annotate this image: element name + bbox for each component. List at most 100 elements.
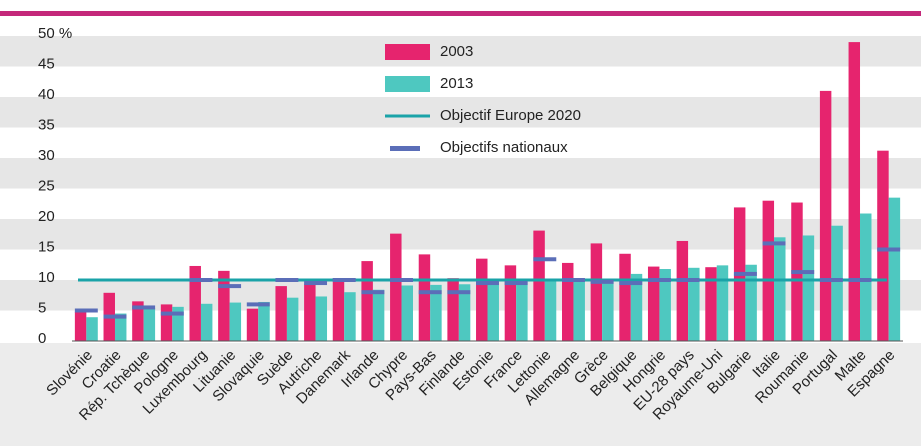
target-marker xyxy=(877,247,901,252)
bar xyxy=(630,273,643,341)
legend-swatch xyxy=(385,76,430,92)
bar xyxy=(562,262,574,341)
target-marker xyxy=(418,290,442,295)
legend-label: Objectifs nationaux xyxy=(440,139,568,156)
legend-label: Objectif Europe 2020 xyxy=(440,107,581,124)
top-margin xyxy=(0,0,921,5)
target-marker xyxy=(619,281,643,286)
bar xyxy=(888,197,901,341)
legend-swatch xyxy=(390,146,420,151)
bar xyxy=(372,289,385,341)
target-marker xyxy=(504,281,528,286)
bar xyxy=(315,296,328,341)
bar xyxy=(659,269,671,341)
bar xyxy=(877,150,889,341)
y-tick-label: 35 xyxy=(38,116,55,133)
bar xyxy=(802,235,815,341)
grid-band xyxy=(0,36,921,67)
bar xyxy=(218,270,230,341)
bar xyxy=(504,265,517,341)
bar xyxy=(745,264,757,341)
bar xyxy=(676,240,689,341)
target-marker xyxy=(332,278,356,282)
bar xyxy=(602,279,614,341)
target-marker xyxy=(390,278,413,282)
y-tick-label: 0 xyxy=(38,330,46,347)
y-tick-label: 25 xyxy=(38,177,55,194)
y-tick-label: 5 xyxy=(38,299,46,316)
bar xyxy=(114,313,127,341)
legend-swatch xyxy=(385,44,430,60)
bar xyxy=(418,254,431,341)
grid-band xyxy=(0,97,921,128)
bar xyxy=(831,225,843,341)
grid-band xyxy=(0,158,921,189)
y-tick-label: 20 xyxy=(38,208,55,225)
legend-label: 2003 xyxy=(440,43,473,60)
bar xyxy=(246,308,259,341)
target-marker xyxy=(189,278,213,282)
bar xyxy=(160,304,173,341)
target-marker xyxy=(447,290,471,295)
target-marker xyxy=(533,257,557,262)
bar xyxy=(332,278,345,341)
target-marker xyxy=(304,281,328,286)
legend-label: 2013 xyxy=(440,75,473,92)
target-marker xyxy=(361,290,385,295)
bar xyxy=(762,200,775,341)
target-marker xyxy=(791,270,815,275)
bar xyxy=(258,301,270,341)
bar xyxy=(447,278,459,341)
bar xyxy=(172,306,184,341)
bar xyxy=(476,258,488,341)
y-tick-label: 45 xyxy=(38,55,55,72)
bar xyxy=(143,308,156,341)
bar xyxy=(430,284,442,341)
bar xyxy=(401,285,413,341)
header-bar xyxy=(0,11,921,16)
target-marker xyxy=(275,278,299,282)
target-marker xyxy=(132,305,156,310)
target-marker xyxy=(74,308,98,313)
bar xyxy=(688,267,700,341)
bar xyxy=(716,265,729,341)
bar xyxy=(860,213,872,341)
target-marker xyxy=(218,284,242,289)
y-tick-label: 10 xyxy=(38,269,55,286)
bar xyxy=(619,253,631,341)
target-marker xyxy=(762,241,786,246)
bar xyxy=(458,284,471,341)
bar xyxy=(229,302,242,341)
y-tick-label: 40 xyxy=(38,86,55,103)
target-marker xyxy=(476,281,499,286)
bar xyxy=(533,230,545,341)
bar xyxy=(573,280,585,341)
bar xyxy=(487,281,499,341)
bar xyxy=(516,281,528,341)
bar xyxy=(390,233,402,341)
target-marker xyxy=(562,278,585,282)
bar xyxy=(544,281,557,341)
label-area xyxy=(0,343,921,446)
target-marker xyxy=(246,302,270,307)
target-marker xyxy=(103,314,127,319)
target-marker xyxy=(733,271,757,276)
target-marker xyxy=(848,278,872,282)
bar xyxy=(86,317,98,341)
bar xyxy=(590,243,603,341)
target-marker xyxy=(819,278,843,282)
bar xyxy=(189,265,201,341)
bar xyxy=(275,286,287,341)
target-marker xyxy=(590,279,614,284)
bar xyxy=(200,303,213,341)
bar xyxy=(132,301,144,341)
bar xyxy=(361,261,373,341)
bar xyxy=(819,90,832,342)
bar xyxy=(304,284,316,341)
y-tick-label: 15 xyxy=(38,238,55,255)
y-tick-label: 50 % xyxy=(38,25,72,42)
bar xyxy=(705,267,717,341)
bar xyxy=(848,42,861,341)
bar xyxy=(774,237,786,341)
